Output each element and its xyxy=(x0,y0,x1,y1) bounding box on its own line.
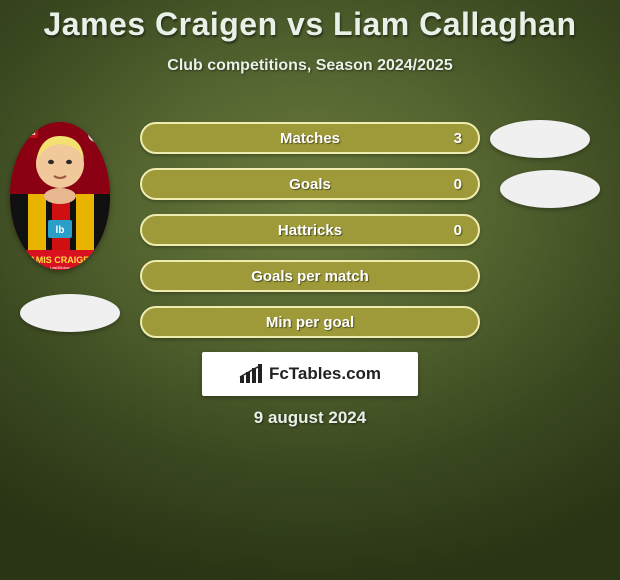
metric-min-per-goal: Min per goal xyxy=(140,306,480,338)
metric-label: Goals per match xyxy=(142,268,478,285)
svg-text:lb: lb xyxy=(56,225,65,236)
metric-value-left: 3 xyxy=(454,130,462,147)
metric-goals-per-match: Goals per match xyxy=(140,260,480,292)
svg-text:LastSticker: LastSticker xyxy=(50,265,70,270)
metric-label: Min per goal xyxy=(142,314,478,331)
metric-hattricks: Hattricks 0 xyxy=(140,214,480,246)
metric-label: Hattricks xyxy=(142,222,478,239)
metric-label: Goals xyxy=(142,176,478,193)
watermark: FcTables.com xyxy=(202,352,418,396)
subtitle: Club competitions, Season 2024/2025 xyxy=(0,57,620,75)
metric-label: Matches xyxy=(142,130,478,147)
metric-value-left: 0 xyxy=(454,176,462,193)
bars-icon xyxy=(239,364,265,384)
date-text: 9 august 2024 xyxy=(0,408,620,428)
player-right-placeholder-2 xyxy=(500,170,600,208)
watermark-text: FcTables.com xyxy=(269,364,381,384)
metric-value-left: 0 xyxy=(454,222,462,239)
avatar-caption: JAMIS CRAIGEN xyxy=(24,255,96,265)
player-left-placeholder xyxy=(20,294,120,332)
metric-matches: Matches 3 xyxy=(140,122,480,154)
svg-text:topps: topps xyxy=(16,130,35,137)
metric-goals: Goals 0 xyxy=(140,168,480,200)
page-title: James Craigen vs Liam Callaghan xyxy=(0,0,620,43)
metrics-bars: Matches 3 Goals 0 Hattricks 0 Goals per … xyxy=(140,122,480,352)
player-left-avatar: lb topps JAMIS CRAIGEN LastSticker xyxy=(10,122,110,270)
player-right-placeholder-1 xyxy=(490,120,590,158)
